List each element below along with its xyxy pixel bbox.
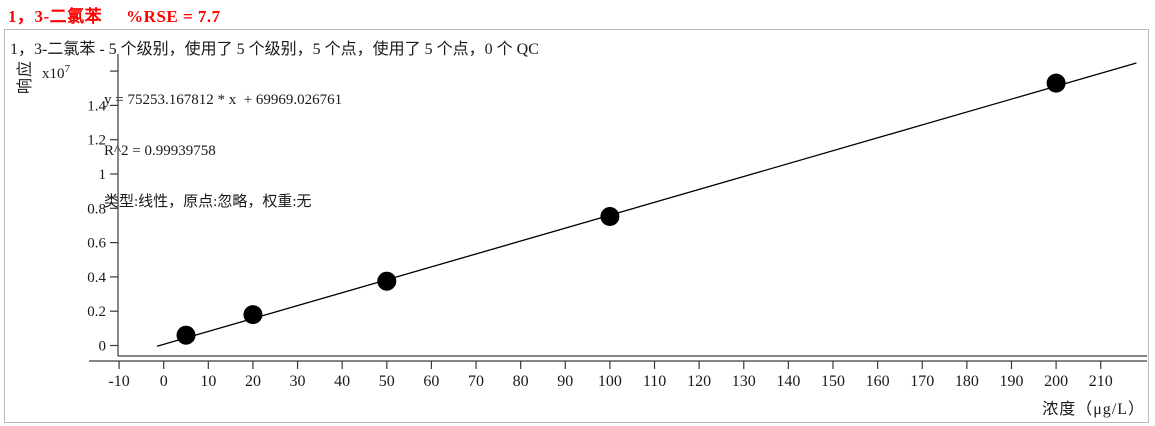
r-squared-value: R^2 = 0.99939758 bbox=[104, 143, 216, 159]
calibration-plot: 0 0.2 0.4 0.6 0.8 1 1.2 1.4 -10 0 10 20 30 40 50 60 70 80… bbox=[87, 54, 1147, 390]
page-title: 1，3-二氯苯 %RSE = 7.7 bbox=[8, 2, 221, 27]
x-tick-label: 110 bbox=[643, 373, 666, 390]
x-tick-label: 190 bbox=[999, 373, 1023, 390]
x-tick-label: 180 bbox=[955, 373, 979, 390]
data-point bbox=[600, 207, 620, 227]
x-tick-label: 210 bbox=[1089, 373, 1113, 390]
x-tick-label: -10 bbox=[108, 373, 129, 390]
x-tick-label: 80 bbox=[513, 373, 529, 390]
y-tick-label: 0 bbox=[99, 339, 107, 355]
y-tick-label: 1 bbox=[99, 167, 107, 183]
y-tick-label: 0.6 bbox=[87, 236, 106, 252]
data-point bbox=[377, 271, 397, 291]
x-tick-label: 130 bbox=[732, 373, 756, 390]
x-tick-label: 170 bbox=[910, 373, 934, 390]
x-tick-label: 0 bbox=[160, 373, 168, 390]
x-axis-title: 浓度（μg/L） bbox=[1042, 401, 1145, 418]
x-tick-label: 120 bbox=[687, 373, 711, 390]
x-tick-label: 140 bbox=[776, 373, 800, 390]
x-tick-label: 10 bbox=[200, 373, 216, 390]
data-point bbox=[243, 305, 263, 325]
regression-stats: y = 75253.167812 * x + 69969.026761 R^2 … bbox=[104, 58, 342, 245]
data-point bbox=[176, 325, 196, 345]
y-tick-label: 1.4 bbox=[87, 98, 106, 114]
x-tick-label: 90 bbox=[557, 373, 573, 390]
x-tick-label: 200 bbox=[1044, 373, 1068, 390]
regression-line bbox=[156, 62, 1137, 347]
y-tick-label: 0.2 bbox=[87, 304, 106, 320]
x-tick-label: 100 bbox=[598, 373, 622, 390]
y-scale-exponent: 7 bbox=[64, 63, 71, 75]
y-tick-label: 0.4 bbox=[87, 270, 106, 286]
y-scale-base: x10 bbox=[42, 66, 65, 82]
data-point bbox=[1046, 73, 1066, 93]
x-tick-label: 160 bbox=[866, 373, 890, 390]
x-tick-label: 30 bbox=[290, 373, 306, 390]
y-axis-scale-label: x107 bbox=[42, 63, 70, 83]
regression-equation: y = 75253.167812 * x + 69969.026761 bbox=[104, 92, 343, 108]
x-tick-label: 50 bbox=[379, 373, 395, 390]
x-tick-label: 70 bbox=[468, 373, 484, 390]
x-tick-label: 60 bbox=[423, 373, 439, 390]
fit-settings: 类型:线性，原点:忽略，权重:无 bbox=[104, 194, 312, 210]
x-tick-label: 150 bbox=[821, 373, 845, 390]
y-tick-label: 1.2 bbox=[87, 133, 106, 149]
x-tick-label: 20 bbox=[245, 373, 261, 390]
chart-subtitle: 1，3-二氯苯 - 5 个级别，使用了 5 个级别，5 个点，使用了 5 个点，… bbox=[10, 41, 539, 58]
compound-name: 1，3-二氯苯 bbox=[8, 7, 103, 26]
chart-panel: 1，3-二氯苯 - 5 个级别，使用了 5 个级别，5 个点，使用了 5 个点，… bbox=[4, 29, 1149, 423]
y-tick-label: 0.8 bbox=[87, 201, 106, 217]
rse-value: %RSE = 7.7 bbox=[126, 7, 221, 26]
x-tick-label: 40 bbox=[334, 373, 350, 390]
